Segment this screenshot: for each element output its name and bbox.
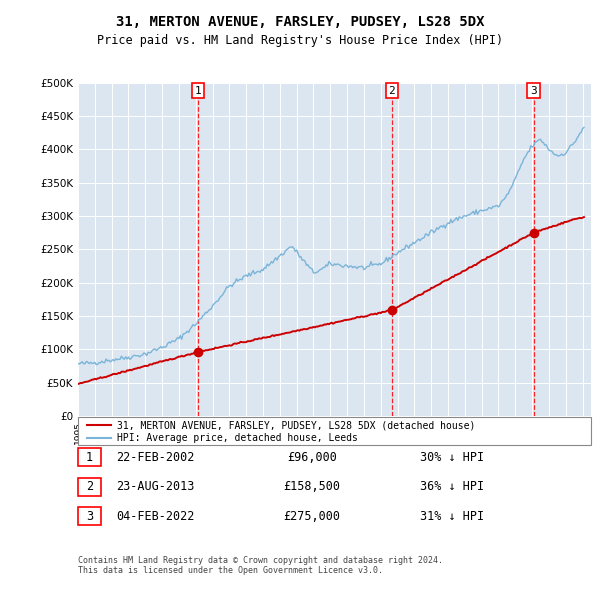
Text: 04-FEB-2022: 04-FEB-2022 — [116, 510, 194, 523]
Text: Price paid vs. HM Land Registry's House Price Index (HPI): Price paid vs. HM Land Registry's House … — [97, 34, 503, 47]
Text: 2: 2 — [388, 86, 395, 96]
Text: 1: 1 — [195, 86, 202, 96]
Text: 30% ↓ HPI: 30% ↓ HPI — [420, 451, 484, 464]
Text: 3: 3 — [530, 86, 537, 96]
Text: 22-FEB-2002: 22-FEB-2002 — [116, 451, 194, 464]
Text: 23-AUG-2013: 23-AUG-2013 — [116, 480, 194, 493]
Text: £275,000: £275,000 — [284, 510, 341, 523]
Text: £158,500: £158,500 — [284, 480, 341, 493]
Text: HPI: Average price, detached house, Leeds: HPI: Average price, detached house, Leed… — [117, 432, 358, 442]
Text: 31, MERTON AVENUE, FARSLEY, PUDSEY, LS28 5DX: 31, MERTON AVENUE, FARSLEY, PUDSEY, LS28… — [116, 15, 484, 30]
Text: 36% ↓ HPI: 36% ↓ HPI — [420, 480, 484, 493]
Text: 1: 1 — [86, 451, 93, 464]
Text: £96,000: £96,000 — [287, 451, 337, 464]
Text: 31, MERTON AVENUE, FARSLEY, PUDSEY, LS28 5DX (detached house): 31, MERTON AVENUE, FARSLEY, PUDSEY, LS28… — [117, 420, 475, 430]
Text: 3: 3 — [86, 510, 93, 523]
Text: 2: 2 — [86, 480, 93, 493]
Text: Contains HM Land Registry data © Crown copyright and database right 2024.
This d: Contains HM Land Registry data © Crown c… — [78, 556, 443, 575]
Text: 31% ↓ HPI: 31% ↓ HPI — [420, 510, 484, 523]
